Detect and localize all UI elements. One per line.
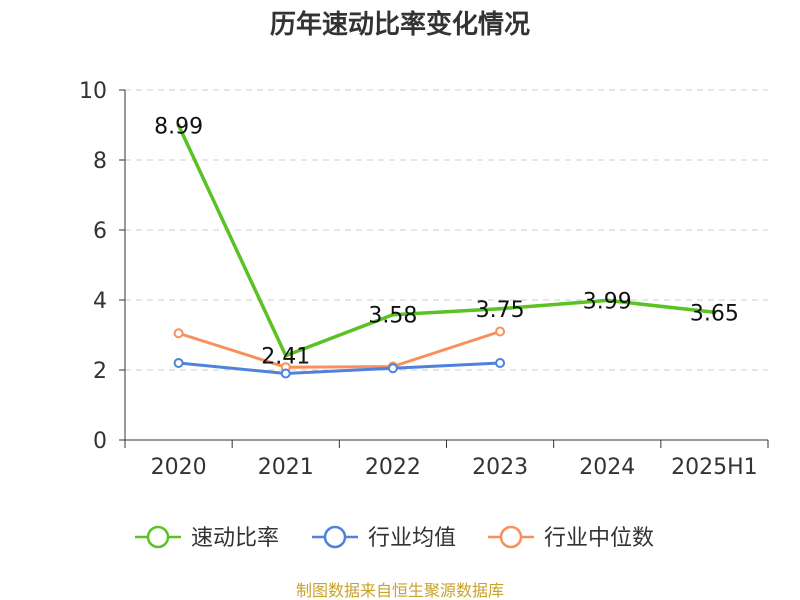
y-tick-label: 6 [93, 219, 107, 244]
series-0-point [176, 123, 181, 128]
series-0-point [498, 306, 503, 311]
legend-marker [499, 525, 523, 549]
series-line-1 [178, 361, 501, 375]
data-label: 3.58 [368, 304, 417, 329]
y-tick-label: 4 [93, 289, 107, 314]
data-label: 3.75 [476, 298, 525, 323]
x-tick-label: 2020 [151, 455, 207, 480]
x-tick-label: 2024 [579, 455, 635, 480]
data-labels: 8.99 2.41 3.58 3.75 3.99 3.65 [154, 114, 739, 369]
legend-item-0[interactable]: 速动比率 [135, 525, 279, 551]
series-2-point [495, 326, 506, 337]
series-2-point [173, 328, 184, 339]
series-0-point [390, 312, 395, 317]
x-tick-label: 2022 [365, 455, 421, 480]
legend[interactable]: 速动比率 行业均值 行业中位数 [135, 525, 654, 551]
legend-marker [146, 525, 170, 549]
series-1-point [173, 358, 184, 368]
x-tick-label: 2023 [472, 455, 528, 480]
y-tick-label: 10 [79, 79, 107, 104]
x-tick-label: 2021 [258, 455, 314, 480]
x-tick-label: 2025H1 [671, 455, 758, 480]
data-label: 3.65 [690, 301, 739, 326]
y-tick-label: 8 [93, 149, 107, 174]
axes: 0 2 4 6 8 10 2020 2021 2022 2023 2024 2025H1 [79, 79, 769, 480]
data-label: 8.99 [154, 114, 203, 139]
series-layer [173, 123, 717, 379]
source-note: 制图数据来自恒生聚源数据库 [296, 581, 504, 600]
grid-lines [125, 89, 768, 371]
chart-title: 历年速动比率变化情况 [270, 9, 530, 40]
legend-label: 行业均值 [368, 526, 456, 551]
legend-label: 行业中位数 [544, 526, 654, 551]
legend-label: 速动比率 [191, 526, 279, 551]
series-0-point [712, 310, 717, 315]
series-1-point [280, 368, 291, 379]
series-line-0 [176, 124, 715, 358]
series-1-point [387, 363, 398, 374]
data-label: 2.41 [261, 345, 310, 370]
legend-item-2[interactable]: 行业中位数 [488, 525, 654, 551]
legend-item-1[interactable]: 行业均值 [312, 525, 456, 551]
y-tick-label: 2 [93, 359, 107, 384]
data-label: 3.99 [583, 289, 632, 314]
y-tick-label: 0 [93, 429, 107, 454]
legend-marker [323, 525, 347, 549]
series-0-point [283, 353, 288, 358]
series-0-point [605, 298, 610, 303]
series-1-point [495, 358, 506, 368]
series-line-2 [178, 330, 501, 369]
